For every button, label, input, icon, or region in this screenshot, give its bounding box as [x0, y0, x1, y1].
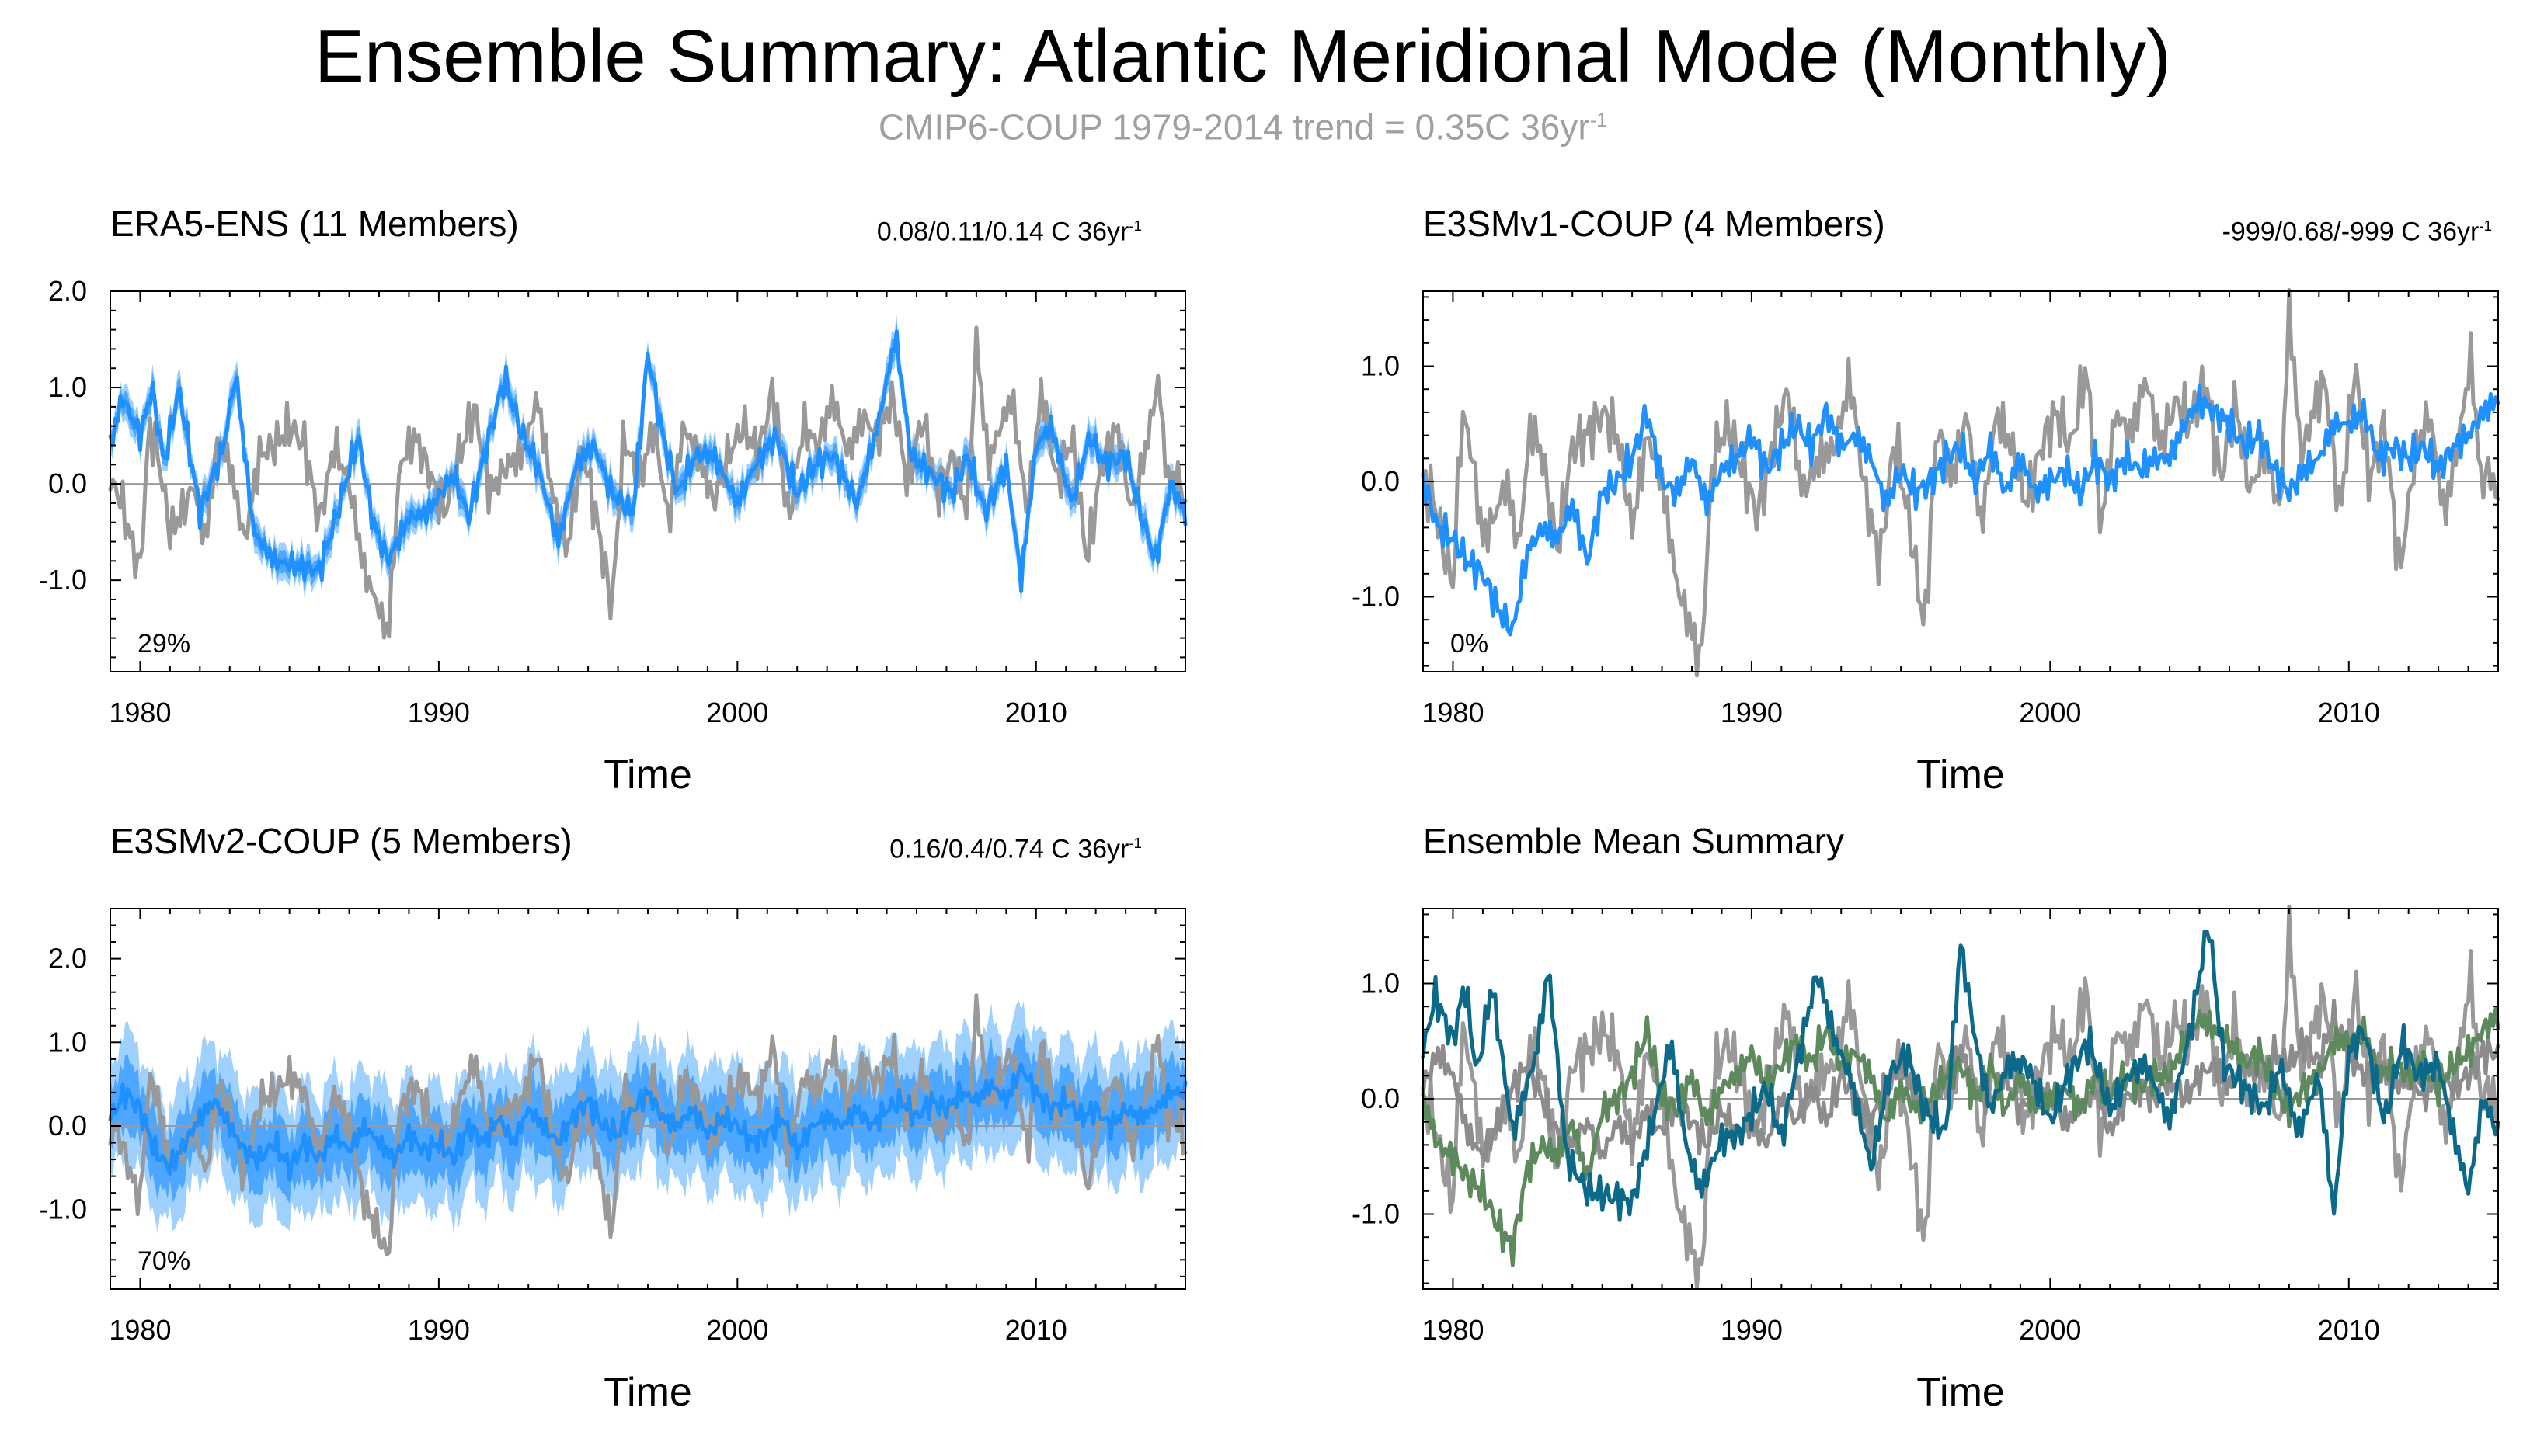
- x-tick-label-2000: 2000: [2019, 1314, 2081, 1346]
- y-tick-label--1: -1.0: [39, 564, 87, 596]
- y-tick-label--1: -1.0: [1352, 1197, 1400, 1229]
- y-tick-label-0: 0.0: [48, 1110, 87, 1142]
- x-axis-title-e3smv1: Time: [1916, 752, 2005, 797]
- x-tick-label-2010: 2010: [1005, 1314, 1067, 1346]
- percent-annotation-e3smv1: 0%: [1450, 629, 1488, 659]
- x-tick-label-1980: 1980: [1422, 697, 1484, 728]
- y-tick-label-0: 0.0: [1361, 1082, 1400, 1114]
- y-tick-label--1: -1.0: [1352, 580, 1400, 612]
- x-tick-label-1980: 1980: [109, 1314, 171, 1346]
- x-tick-label-2010: 2010: [2318, 1314, 2380, 1346]
- trend-text-e3smv1: -999/0.68/-999 C 36yr: [2222, 217, 2480, 247]
- trend-e3smv1: -999/0.68/-999 C 36yr-1: [2222, 207, 2492, 251]
- x-tick-label-2010: 2010: [1005, 697, 1067, 728]
- x-tick-label-1980: 1980: [1422, 1314, 1484, 1346]
- panel-e3smv1: 1980 1990 2000 2010 -1.0 0.0 1.0 0% Time E3SMv1-…: [1313, 202, 2525, 839]
- subtitle-text: CMIP6-COUP 1979-2014 trend = 0.35C 36yr: [878, 106, 1590, 148]
- x-axis-title-summary: Time: [1916, 1370, 2005, 1415]
- trend-text-e3smv2: 0.16/0.4/0.74 C 36yr: [889, 834, 1129, 864]
- subtitle-exponent: -1: [1589, 109, 1608, 131]
- panel-summary: 1980 1990 2000 2010 -1.0 0.0 1.0 Time Ensemble …: [1313, 819, 2525, 1456]
- y-tick-label-1: 1.0: [48, 371, 87, 403]
- x-tick-label-2000: 2000: [706, 697, 768, 728]
- panel-title-e3smv2: E3SMv2-COUP (5 Members): [110, 821, 572, 861]
- percent-annotation-era5: 29%: [137, 629, 190, 659]
- y-tick-label--1: -1.0: [39, 1194, 87, 1225]
- y-tick-label-1: 1.0: [1361, 968, 1400, 999]
- trend-exp-era5: -1: [1129, 217, 1142, 234]
- trend-exp-e3smv2: -1: [1129, 835, 1142, 851]
- panel-e3smv2: 1980 1990 2000 2010 -1.0 0.0 1.0 2.0 70% Time E3S…: [0, 819, 1212, 1456]
- x-tick-label-1990: 1990: [1721, 697, 1783, 728]
- trend-era5: 0.08/0.11/0.14 C 36yr-1: [877, 207, 1142, 251]
- series-line-era5-ensemble-mean: [108, 329, 1188, 593]
- series-line-e3smv1-ensemble-mean: [1421, 384, 2500, 637]
- y-tick-label-0: 0.0: [1361, 465, 1400, 497]
- series-line-ersst-observations: [108, 325, 1188, 640]
- x-axis-title-era5: Time: [604, 752, 692, 797]
- trend-text-era5: 0.08/0.11/0.14 C 36yr: [876, 217, 1129, 247]
- series-line-ersst-observations: [1421, 287, 2500, 678]
- x-tick-label-2000: 2000: [2019, 697, 2081, 728]
- panel-era5: 1980 1990 2000 2010 -1.0 0.0 1.0 2.0 29% Time ERA…: [0, 202, 1212, 839]
- x-axis-title-e3smv2: Time: [604, 1370, 692, 1415]
- percent-annotation-e3smv2: 70%: [137, 1246, 190, 1276]
- y-tick-label-1: 1.0: [48, 1026, 87, 1058]
- figure-title: Ensemble Summary: Atlantic Meridional Mo…: [314, 15, 2172, 98]
- chart-e3smv2: 1980 1990 2000 2010 -1.0 0.0 1.0 2.0 70% Time: [39, 908, 1188, 1415]
- x-tick-label-1990: 1990: [1721, 1314, 1783, 1346]
- x-tick-label-1990: 1990: [408, 1314, 470, 1346]
- series-line-e3smv2-ensemble-mean: [108, 1062, 1188, 1182]
- spread-band-inner-e3smv2: [110, 1030, 1185, 1204]
- series-line-e3smv2-coup-mean: [1421, 999, 2500, 1162]
- y-tick-label-2: 2.0: [48, 943, 87, 975]
- figure-subtitle: CMIP6-COUP 1979-2014 trend = 0.35C 36yr-…: [0, 99, 2486, 148]
- x-tick-label-1990: 1990: [408, 697, 470, 728]
- x-tick-label-2000: 2000: [706, 1314, 768, 1346]
- chart-e3smv1: 1980 1990 2000 2010 -1.0 0.0 1.0 0% Time: [1352, 287, 2500, 797]
- x-tick-label-1980: 1980: [109, 697, 171, 728]
- panel-title-summary: Ensemble Mean Summary: [1423, 821, 1844, 861]
- trend-exp-e3smv1: -1: [2479, 217, 2492, 234]
- chart-era5: 1980 1990 2000 2010 -1.0 0.0 1.0 2.0 29% Time: [39, 275, 1188, 797]
- trend-e3smv2: 0.16/0.4/0.74 C 36yr-1: [889, 824, 1142, 868]
- x-tick-label-2010: 2010: [2318, 697, 2380, 728]
- y-tick-label-0: 0.0: [48, 467, 87, 499]
- panel-title-e3smv1: E3SMv1-COUP (4 Members): [1423, 203, 1885, 244]
- series-line-era5-ens-mean: [1421, 930, 2500, 1222]
- y-tick-label-1: 1.0: [1361, 350, 1400, 382]
- panel-title-era5: ERA5-ENS (11 Members): [110, 203, 519, 244]
- chart-summary: 1980 1990 2000 2010 -1.0 0.0 1.0 Time: [1352, 905, 2500, 1415]
- y-tick-label-2: 2.0: [48, 275, 87, 307]
- series-line-e3smv1-coup-mean: [1421, 1007, 2500, 1267]
